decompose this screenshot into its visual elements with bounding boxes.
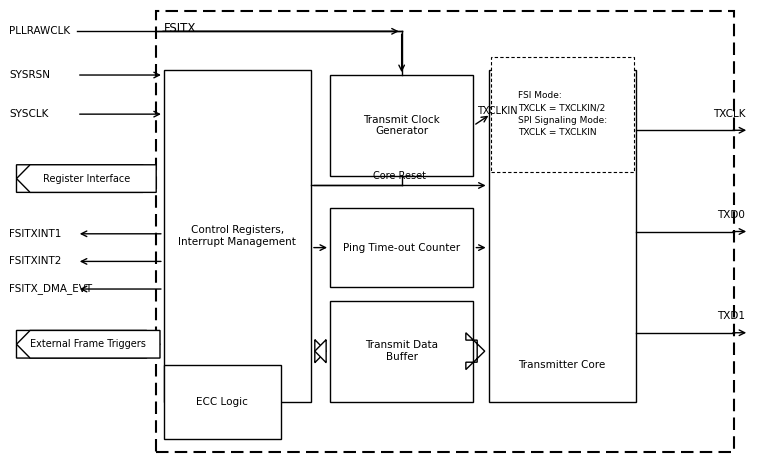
FancyBboxPatch shape [164,365,280,438]
Text: PLLRAWCLK: PLLRAWCLK [9,26,70,36]
FancyBboxPatch shape [330,208,474,287]
Text: Ping Time-out Counter: Ping Time-out Counter [343,243,460,253]
Text: Transmit Clock
Generator: Transmit Clock Generator [363,115,440,137]
Polygon shape [17,165,156,193]
Polygon shape [466,333,484,369]
Text: FSITX: FSITX [164,22,196,35]
Polygon shape [17,331,160,358]
Polygon shape [315,340,326,363]
Text: SYSRSN: SYSRSN [9,70,50,80]
Text: FSITX_DMA_EVT: FSITX_DMA_EVT [9,283,92,294]
FancyBboxPatch shape [330,300,474,402]
FancyBboxPatch shape [490,56,634,172]
Text: FSITXINT2: FSITXINT2 [9,257,61,266]
Text: Control Registers,
Interrupt Management: Control Registers, Interrupt Management [178,225,296,247]
Text: TXCLKIN: TXCLKIN [478,106,518,116]
Polygon shape [315,340,326,363]
Text: External Frame Triggers: External Frame Triggers [30,339,146,349]
Text: TXD0: TXD0 [717,210,745,220]
FancyBboxPatch shape [330,75,474,176]
Text: Transmitter Core: Transmitter Core [518,360,606,370]
Text: TXCLK: TXCLK [713,109,745,119]
Text: FSI Mode:
TXCLK = TXCLKIN/2
SPI Signaling Mode:
TXCLK = TXCLKIN: FSI Mode: TXCLK = TXCLKIN/2 SPI Signalin… [518,91,607,138]
Text: Register Interface: Register Interface [42,174,130,183]
FancyBboxPatch shape [488,70,636,402]
FancyBboxPatch shape [156,11,734,452]
Text: SYSCLK: SYSCLK [9,109,49,119]
Text: TXD1: TXD1 [717,311,745,321]
Polygon shape [17,331,160,358]
Text: FSITXINT1: FSITXINT1 [9,229,61,239]
Text: Core Reset: Core Reset [373,171,426,181]
Text: Transmit Data
Buffer: Transmit Data Buffer [365,340,438,362]
Polygon shape [17,165,156,193]
Text: ECC Logic: ECC Logic [196,397,248,407]
FancyBboxPatch shape [164,70,311,402]
